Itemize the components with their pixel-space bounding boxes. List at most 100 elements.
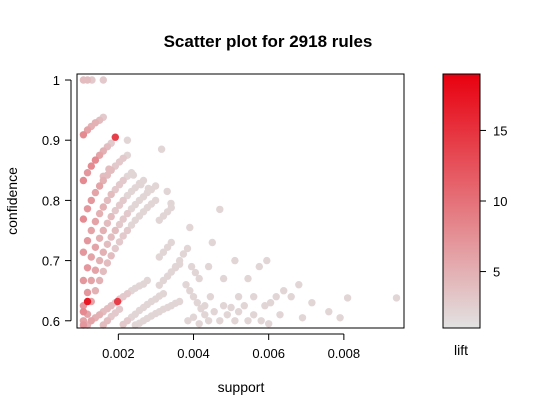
data-point bbox=[91, 156, 100, 164]
y-tick-label: 0.6 bbox=[42, 314, 60, 329]
data-point bbox=[87, 226, 96, 235]
chart-title: Scatter plot for 2918 rules bbox=[164, 32, 373, 51]
data-point bbox=[99, 267, 108, 276]
data-point bbox=[87, 276, 96, 285]
data-point bbox=[266, 299, 275, 307]
data-point bbox=[83, 126, 92, 134]
data-point bbox=[91, 266, 100, 274]
data-point bbox=[155, 253, 163, 261]
data-point bbox=[204, 262, 213, 271]
data-point bbox=[234, 308, 243, 316]
data-point bbox=[91, 119, 100, 127]
data-point bbox=[115, 238, 124, 246]
data-point bbox=[265, 320, 273, 328]
data-point bbox=[250, 293, 258, 301]
data-point bbox=[223, 311, 231, 319]
data-point bbox=[79, 215, 88, 223]
data-point bbox=[308, 299, 316, 307]
data-point bbox=[155, 281, 163, 289]
data-point bbox=[107, 212, 115, 221]
data-point bbox=[201, 302, 209, 310]
colorbar-label: lift bbox=[454, 342, 468, 358]
colorbar bbox=[442, 73, 481, 329]
data-point bbox=[325, 308, 333, 316]
data-point bbox=[111, 185, 120, 194]
data-point bbox=[193, 299, 201, 307]
data-point bbox=[99, 176, 108, 185]
data-point bbox=[195, 320, 203, 328]
data-point bbox=[216, 205, 224, 214]
data-point bbox=[119, 215, 127, 223]
data-point bbox=[105, 165, 113, 173]
data-point bbox=[244, 274, 252, 283]
data-point bbox=[261, 302, 269, 310]
data-point bbox=[83, 264, 92, 272]
data-point bbox=[336, 314, 344, 322]
data-point bbox=[87, 196, 96, 205]
data-point bbox=[137, 181, 145, 189]
data-point bbox=[263, 256, 271, 265]
data-point bbox=[298, 314, 307, 322]
data-point bbox=[250, 311, 258, 319]
data-point bbox=[113, 297, 122, 306]
data-point bbox=[111, 133, 120, 141]
data-point bbox=[115, 220, 124, 229]
data-point bbox=[107, 302, 115, 310]
data-point bbox=[129, 171, 138, 179]
data-point bbox=[107, 190, 115, 199]
data-point bbox=[91, 188, 100, 197]
data-point bbox=[79, 308, 88, 316]
data-point bbox=[272, 293, 280, 301]
data-point bbox=[151, 182, 160, 190]
data-point bbox=[95, 182, 104, 190]
data-point bbox=[111, 244, 120, 253]
x-tick-label: 0.004 bbox=[177, 346, 210, 361]
colorbar-tick-label: 5 bbox=[493, 265, 500, 280]
data-point bbox=[186, 287, 194, 295]
data-point bbox=[287, 293, 295, 301]
data-point bbox=[167, 238, 175, 247]
data-point bbox=[79, 321, 88, 329]
x-axis-label: support bbox=[218, 379, 265, 395]
data-point bbox=[234, 293, 243, 301]
data-point bbox=[103, 317, 112, 325]
data-point bbox=[103, 259, 112, 267]
data-point bbox=[99, 226, 108, 235]
data-point bbox=[208, 238, 216, 247]
data-point bbox=[79, 276, 88, 285]
x-axis: 0.002 0.004 0.006 0.008 bbox=[102, 333, 361, 361]
data-point bbox=[179, 250, 188, 258]
data-point bbox=[79, 131, 88, 139]
data-point bbox=[79, 248, 88, 256]
data-point bbox=[257, 317, 265, 325]
data-point bbox=[191, 268, 200, 277]
data-point bbox=[175, 297, 184, 306]
data-point bbox=[83, 297, 92, 306]
data-point bbox=[83, 76, 92, 84]
points-layer bbox=[79, 76, 401, 329]
x-tick-label: 0.006 bbox=[252, 346, 285, 361]
data-point bbox=[204, 317, 213, 325]
x-tick-label: 0.008 bbox=[328, 346, 361, 361]
data-point bbox=[231, 317, 239, 325]
data-point bbox=[103, 240, 112, 248]
data-point bbox=[189, 313, 198, 321]
x-tick-label: 0.002 bbox=[102, 346, 135, 361]
data-point bbox=[184, 317, 192, 325]
data-point bbox=[123, 290, 132, 298]
data-point bbox=[107, 252, 115, 260]
data-point bbox=[83, 237, 92, 245]
data-point bbox=[91, 287, 100, 295]
data-point bbox=[240, 302, 248, 310]
data-point bbox=[167, 199, 175, 208]
data-point bbox=[183, 244, 192, 253]
y-axis-label: confidence bbox=[4, 167, 20, 235]
data-point bbox=[119, 196, 127, 205]
data-point bbox=[159, 248, 168, 256]
data-point bbox=[99, 76, 108, 84]
data-point bbox=[392, 294, 401, 302]
data-point bbox=[95, 276, 104, 285]
y-tick-label: 0.9 bbox=[42, 133, 60, 148]
data-point bbox=[107, 233, 115, 241]
